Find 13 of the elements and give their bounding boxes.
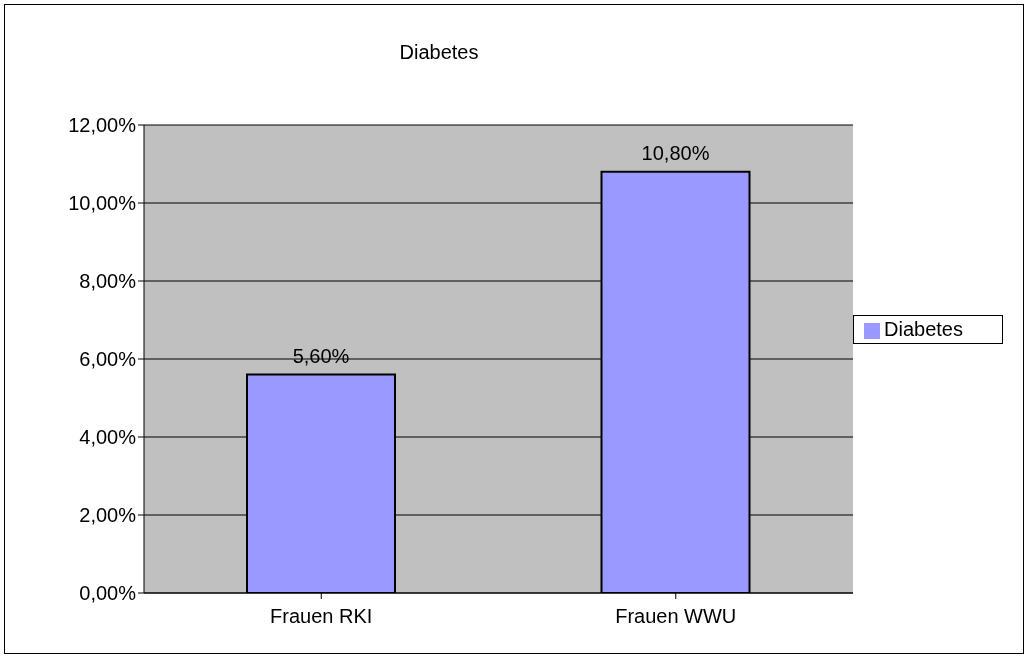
x-tick-label: Frauen WWU [615, 605, 737, 628]
y-tick-label: 0,00% [79, 582, 137, 605]
y-tick-label: 8,00% [79, 270, 137, 293]
y-tick-label: 4,00% [79, 426, 137, 449]
y-tick-label: 12,00% [68, 114, 137, 137]
x-tick-label: Frauen RKI [270, 605, 373, 628]
legend-label: Diabetes [884, 317, 963, 340]
y-tick-label: 6,00% [79, 348, 137, 371]
data-label: 10,80% [641, 141, 710, 164]
chart-title: Diabetes [398, 41, 480, 64]
y-tick-label: 2,00% [79, 504, 137, 527]
y-tick-label: 10,00% [68, 192, 137, 215]
data-label: 5,60% [292, 344, 350, 367]
